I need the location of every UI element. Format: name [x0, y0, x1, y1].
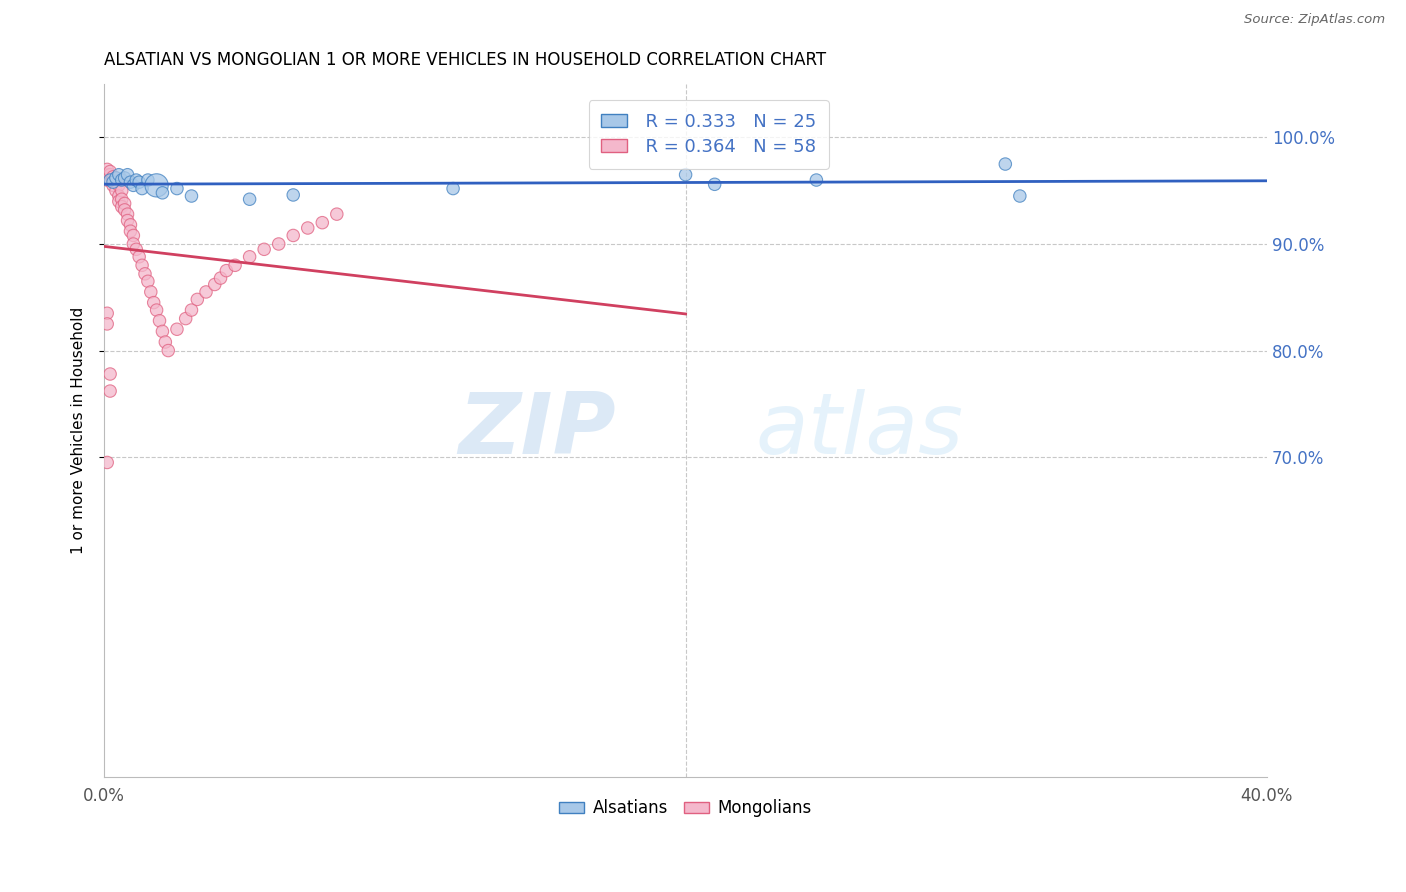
Point — [155, 334, 177, 349]
Point — [108, 189, 131, 203]
Point — [186, 293, 208, 307]
Legend: Alsatians, Mongolians: Alsatians, Mongolians — [553, 793, 818, 824]
Point — [120, 224, 142, 238]
Point — [96, 455, 118, 469]
Point — [166, 181, 188, 195]
Point — [1008, 189, 1031, 203]
Point — [101, 178, 124, 193]
Text: Source: ZipAtlas.com: Source: ZipAtlas.com — [1244, 13, 1385, 27]
Point — [326, 207, 349, 221]
Point — [122, 178, 145, 193]
Point — [104, 170, 127, 185]
Point — [215, 263, 238, 277]
Point — [195, 285, 218, 299]
Point — [101, 173, 124, 187]
Point — [117, 168, 139, 182]
Point — [96, 168, 118, 182]
Point — [131, 181, 153, 195]
Text: atlas: atlas — [755, 389, 963, 472]
Point — [98, 164, 121, 178]
Point — [125, 173, 148, 187]
Point — [98, 173, 121, 187]
Point — [136, 274, 159, 288]
Point — [283, 228, 305, 243]
Point — [128, 250, 150, 264]
Point — [297, 221, 319, 235]
Point — [104, 184, 127, 198]
Point — [120, 175, 142, 189]
Point — [101, 169, 124, 184]
Point — [117, 207, 139, 221]
Text: ALSATIAN VS MONGOLIAN 1 OR MORE VEHICLES IN HOUSEHOLD CORRELATION CHART: ALSATIAN VS MONGOLIAN 1 OR MORE VEHICLES… — [104, 51, 827, 69]
Point — [152, 186, 174, 200]
Point — [311, 216, 333, 230]
Point — [994, 157, 1017, 171]
Point — [283, 188, 305, 202]
Point — [98, 367, 121, 381]
Y-axis label: 1 or more Vehicles in Household: 1 or more Vehicles in Household — [72, 307, 86, 554]
Point — [145, 178, 167, 193]
Point — [122, 228, 145, 243]
Point — [96, 317, 118, 331]
Point — [111, 184, 134, 198]
Point — [125, 243, 148, 257]
Point — [157, 343, 180, 358]
Point — [122, 237, 145, 252]
Point — [120, 218, 142, 232]
Point — [148, 314, 170, 328]
Point — [136, 173, 159, 187]
Point — [114, 202, 136, 217]
Point — [98, 384, 121, 398]
Point — [166, 322, 188, 336]
Point — [253, 243, 276, 257]
Point — [239, 192, 262, 206]
Point — [180, 189, 202, 203]
Point — [152, 325, 174, 339]
Point — [174, 311, 197, 326]
Point — [98, 168, 121, 182]
Point — [139, 285, 162, 299]
Point — [142, 295, 165, 310]
Point — [114, 196, 136, 211]
Point — [104, 175, 127, 189]
Point — [204, 277, 226, 292]
Point — [267, 237, 290, 252]
Point — [96, 306, 118, 320]
Point — [111, 200, 134, 214]
Point — [145, 303, 167, 318]
Point — [96, 173, 118, 187]
Point — [108, 168, 131, 182]
Point — [104, 170, 127, 185]
Point — [108, 178, 131, 193]
Point — [101, 175, 124, 189]
Point — [675, 168, 697, 182]
Point — [703, 178, 725, 192]
Point — [111, 173, 134, 187]
Point — [128, 175, 150, 189]
Point — [239, 250, 262, 264]
Point — [134, 267, 156, 281]
Point — [114, 170, 136, 185]
Point — [96, 162, 118, 177]
Point — [108, 194, 131, 209]
Point — [111, 192, 134, 206]
Point — [441, 181, 464, 195]
Point — [209, 271, 232, 285]
Point — [117, 213, 139, 227]
Point — [180, 303, 202, 318]
Point — [131, 258, 153, 272]
Point — [224, 258, 246, 272]
Point — [806, 173, 828, 187]
Text: ZIP: ZIP — [458, 389, 616, 472]
